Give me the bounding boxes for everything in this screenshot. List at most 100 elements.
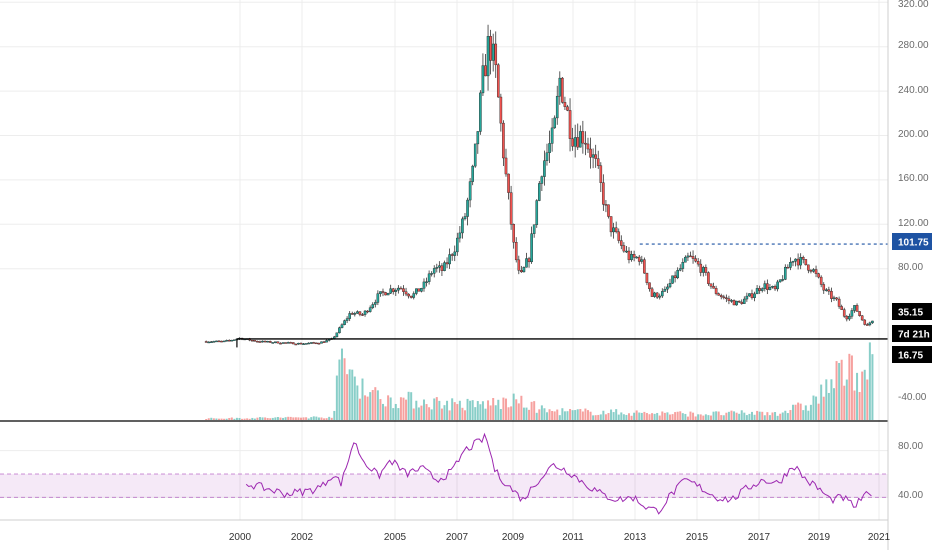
volume-bar	[586, 410, 589, 420]
candle-body	[461, 218, 464, 234]
volume-bar	[830, 379, 833, 420]
volume-bar	[225, 418, 228, 420]
volume-bar	[707, 415, 710, 420]
volume-bar	[461, 407, 464, 420]
volume-bar	[712, 411, 715, 420]
price-tick-label: 160.00	[898, 173, 929, 184]
time-tick-label: 2021	[868, 532, 891, 543]
candle-body	[389, 288, 392, 294]
candle-body	[479, 92, 482, 132]
candle-body	[791, 261, 795, 263]
candle-body	[209, 341, 213, 343]
candle-body	[563, 102, 567, 107]
volume-bar	[617, 414, 620, 420]
volume-bar	[235, 417, 238, 420]
volume-bar	[402, 397, 405, 420]
volume-bar	[581, 411, 584, 420]
candle-body	[771, 286, 774, 288]
volume-bar	[361, 378, 364, 420]
volume-bar	[366, 396, 369, 420]
volume-bar	[469, 400, 472, 420]
volume-bar	[438, 400, 441, 420]
candle-body	[430, 273, 433, 275]
candle-body	[366, 310, 369, 313]
tag-last-price-bg	[892, 303, 932, 320]
candle-body	[299, 342, 303, 345]
volume-bar	[563, 411, 566, 420]
volume-bar	[774, 412, 777, 420]
volume-bar	[305, 417, 308, 420]
volume-bar	[651, 413, 654, 420]
candle-body	[658, 295, 662, 298]
candle-body	[663, 288, 667, 292]
volume-bar	[766, 412, 769, 420]
volume-bar	[525, 407, 528, 420]
candle-body	[417, 288, 421, 292]
volume-bar	[861, 371, 864, 420]
candle-body	[807, 264, 810, 271]
volume-bar	[517, 403, 520, 420]
volume-bar	[643, 411, 646, 420]
time-tick-label: 2007	[446, 532, 469, 543]
candle-body	[425, 281, 428, 283]
volume-bar	[648, 414, 651, 420]
volume-bar	[489, 405, 492, 420]
volume-bar	[320, 417, 323, 420]
candle-body	[671, 275, 674, 284]
volume-bar	[261, 417, 264, 420]
candle-body	[471, 165, 474, 182]
candle-body	[468, 181, 472, 201]
candle-body	[374, 302, 377, 305]
volume-bar	[340, 348, 343, 420]
candle-body	[661, 291, 664, 297]
volume-bar	[276, 417, 279, 420]
time-tick-label: 2019	[808, 532, 831, 543]
tag-support: 16.75	[898, 351, 923, 362]
candle-body	[653, 292, 656, 297]
candle-body	[350, 313, 354, 315]
volume-bar	[715, 411, 718, 420]
volume-bar	[750, 411, 753, 420]
candle-body	[261, 340, 264, 343]
volume-bar	[258, 417, 261, 420]
candle-body	[538, 183, 541, 201]
candle-body	[632, 254, 636, 258]
tag-support-bg	[892, 346, 932, 363]
candle-body	[315, 342, 318, 345]
volume-bar	[369, 392, 372, 420]
price-tags: 101.75 35.15 7d 21h 16.75	[892, 233, 932, 363]
candle-body	[581, 131, 585, 144]
candle-body	[845, 316, 849, 320]
volume-bar	[668, 414, 671, 420]
candle-body	[758, 288, 761, 291]
candle-body	[386, 292, 390, 296]
volume-bar	[699, 414, 702, 420]
volume-bar	[294, 417, 297, 420]
candle-body	[407, 293, 410, 297]
candle-body	[356, 311, 359, 314]
candle-body	[696, 261, 700, 265]
volume-bar	[761, 411, 764, 420]
candle-body	[297, 342, 300, 345]
volume-bar	[453, 402, 456, 420]
candle-body	[361, 314, 364, 316]
candle-body	[512, 224, 515, 243]
volume-bar	[804, 405, 807, 420]
candle-body	[579, 131, 582, 148]
candle-body	[819, 276, 823, 285]
volume-bar	[346, 374, 349, 420]
candle-body	[276, 341, 280, 344]
candle-body	[204, 341, 208, 343]
volume-bar	[515, 399, 518, 420]
volume-bar	[397, 408, 400, 420]
volume-bar	[640, 412, 643, 420]
volume-bar	[220, 418, 223, 420]
volume-bar	[838, 362, 841, 420]
volume-bar	[289, 416, 292, 420]
volume-bar	[556, 409, 559, 420]
candle-body	[550, 127, 554, 144]
candle-body	[768, 286, 772, 290]
time-tick-label: 2015	[686, 532, 709, 543]
volume-bar	[730, 410, 733, 420]
volume-bar	[338, 359, 341, 420]
